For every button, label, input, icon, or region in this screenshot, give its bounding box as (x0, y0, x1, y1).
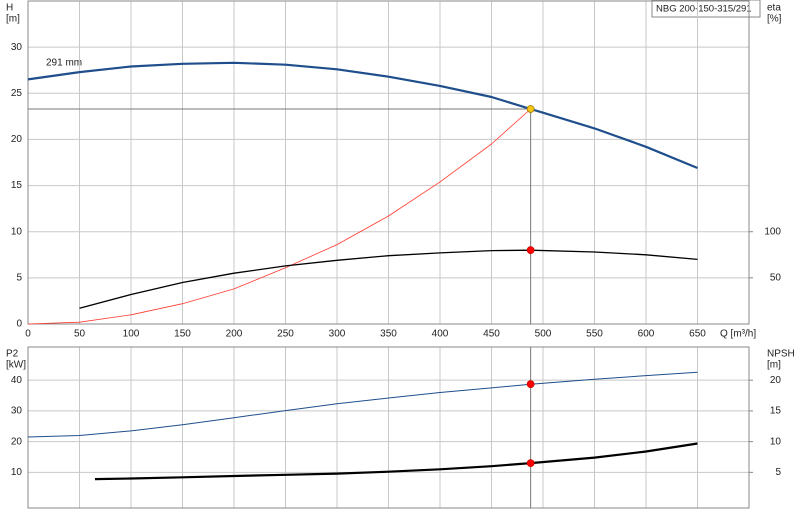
curve (79, 249, 698, 309)
y-tick-label: 25 (11, 88, 23, 99)
y-axis-label: H (6, 3, 13, 14)
curve (27, 108, 531, 325)
annotation: 291 mm (46, 58, 82, 69)
y2-tick-label: 15 (770, 406, 782, 417)
y2-axis-label: [%] (767, 14, 782, 25)
x-tick-label: 200 (226, 329, 243, 340)
y-tick-label: 5 (16, 272, 22, 283)
duty-point (526, 105, 535, 113)
curve (27, 61, 698, 170)
y2-tick-label: 10 (770, 436, 782, 447)
y-tick-label: 10 (11, 467, 23, 478)
x-tick-label: 100 (123, 329, 140, 340)
y2-tick-label: 100 (764, 226, 781, 237)
curve (94, 442, 698, 481)
chart-title: NBG 200-150-315/291 (656, 4, 752, 15)
y-tick-label: 0 (16, 319, 22, 330)
y2-tick-label: 50 (770, 272, 782, 283)
y2-axis-label: eta (767, 3, 781, 14)
plot-frame (27, 0, 750, 325)
y2-axis-label: [m] (767, 360, 781, 371)
y-tick-label: 30 (11, 42, 23, 53)
x-tick-label: 500 (535, 329, 552, 340)
y2-axis-label: NPSH (767, 349, 795, 360)
x-axis-label: Q [m³/h] (720, 329, 756, 340)
x-tick-label: 150 (174, 329, 191, 340)
y-tick-label: 20 (11, 134, 23, 145)
x-tick-label: 300 (329, 329, 346, 340)
duty-point (526, 459, 535, 468)
x-tick-label: 50 (74, 329, 86, 340)
curve (27, 371, 698, 438)
y-tick-label: 15 (11, 180, 23, 191)
y-axis-label: P2 (6, 349, 19, 360)
y-tick-label: 30 (11, 406, 23, 417)
x-tick-label: 250 (277, 329, 294, 340)
x-tick-label: 400 (432, 329, 449, 340)
y-axis-label: [kW] (6, 360, 26, 371)
y-tick-label: 20 (11, 436, 23, 447)
duty-point (526, 246, 535, 255)
y2-tick-label: 5 (775, 467, 781, 478)
plot-frame (27, 346, 750, 509)
y2-tick-label: 20 (770, 375, 782, 386)
x-tick-label: 600 (638, 329, 655, 340)
y-tick-label: 10 (11, 226, 23, 237)
title-box (651, 0, 761, 18)
x-tick-label: 550 (586, 329, 603, 340)
x-tick-label: 650 (689, 329, 706, 340)
y-axis-label: [m] (6, 14, 20, 25)
x-tick-label: 450 (483, 329, 500, 340)
x-tick-label: 0 (25, 329, 31, 340)
y-tick-label: 40 (11, 375, 23, 386)
x-tick-label: 350 (380, 329, 397, 340)
duty-point (526, 380, 535, 389)
